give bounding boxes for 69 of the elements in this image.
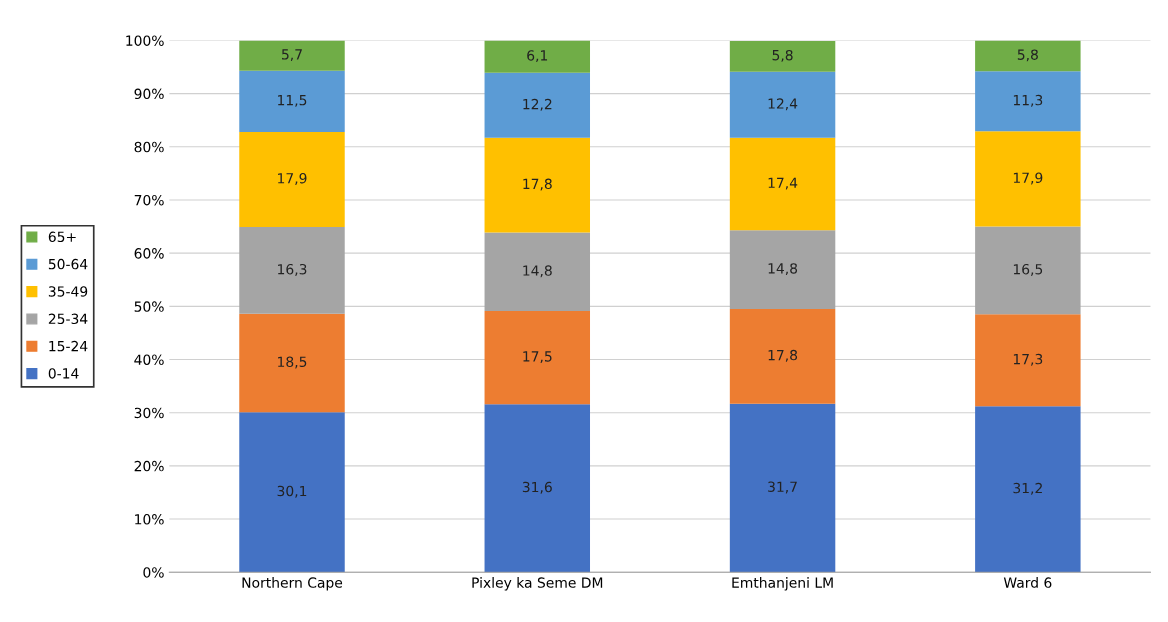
data-label: 17,4 — [768, 177, 798, 190]
bar — [484, 232, 591, 312]
data-label: 17,8 — [523, 178, 552, 191]
y-tick-label: 80% — [134, 141, 164, 153]
data-label: 5,8 — [1017, 49, 1038, 62]
x-tick-label: Emthanjeni LM — [732, 577, 833, 591]
bar — [484, 137, 591, 233]
data-label: 11,3 — [1013, 94, 1043, 107]
data-label: 12,2 — [523, 98, 552, 111]
legend-label: 15-24 — [49, 340, 88, 352]
data-label: 31,6 — [522, 481, 552, 494]
bar — [729, 71, 836, 138]
x-tick-label: Pixley ka Seme DM — [472, 577, 603, 591]
bar — [729, 308, 836, 404]
data-label: 16,5 — [1013, 263, 1043, 276]
data-label: 31,7 — [768, 481, 797, 494]
data-label: 31,2 — [1013, 482, 1042, 495]
bar — [729, 137, 836, 231]
bar — [239, 412, 345, 573]
bar — [484, 40, 591, 73]
data-label: 17,3 — [1013, 353, 1043, 366]
bar — [484, 311, 591, 405]
bar — [239, 313, 345, 413]
bar — [239, 70, 345, 132]
data-label: 17,9 — [1013, 172, 1043, 185]
bar — [975, 314, 1081, 407]
bar — [975, 131, 1081, 227]
y-tick-label: 70% — [134, 194, 164, 206]
bar — [975, 406, 1081, 573]
bar — [975, 71, 1081, 132]
y-tick-label: 20% — [134, 460, 164, 472]
x-tick-label: Northern Cape — [242, 577, 343, 591]
data-label: 17,9 — [278, 173, 307, 185]
data-label: 5,7 — [282, 49, 302, 62]
bar — [729, 230, 836, 309]
data-label: 11,5 — [278, 95, 307, 107]
data-label: 30,1 — [277, 485, 307, 498]
bar — [484, 404, 591, 573]
bar — [239, 40, 345, 71]
legend-label: 35-49 — [48, 286, 88, 297]
y-tick-label: 50% — [134, 301, 164, 312]
y-tick-label: 100% — [126, 35, 164, 46]
legend-label: 25-34 — [48, 313, 88, 325]
bar — [484, 72, 591, 138]
bar — [975, 226, 1081, 315]
bar — [729, 403, 836, 573]
data-label: 12,4 — [768, 98, 798, 111]
y-tick-label: 90% — [134, 88, 164, 100]
data-label: 14,8 — [768, 263, 798, 276]
y-tick-label: 30% — [134, 407, 164, 419]
y-tick-label: 10% — [135, 514, 164, 525]
data-label: 6,1 — [527, 50, 548, 63]
bar — [729, 40, 836, 72]
data-label: 18,5 — [278, 356, 307, 369]
data-label: 17,8 — [768, 349, 798, 362]
legend-label: 50-64 — [48, 258, 88, 270]
y-tick-label: 0% — [143, 567, 164, 578]
legend-label: 0-14 — [48, 368, 79, 379]
legend-label: 65+ — [48, 231, 76, 243]
y-tick-label: 40% — [134, 354, 164, 365]
bar — [975, 40, 1081, 72]
bar — [239, 227, 345, 314]
data-label: 17,5 — [523, 351, 552, 364]
y-tick-label: 60% — [134, 248, 164, 259]
bar — [239, 131, 345, 228]
data-label: 16,3 — [278, 263, 307, 276]
data-label: 5,8 — [772, 49, 793, 62]
data-label: 14,8 — [523, 265, 552, 278]
x-tick-label: Ward 6 — [1003, 577, 1052, 588]
